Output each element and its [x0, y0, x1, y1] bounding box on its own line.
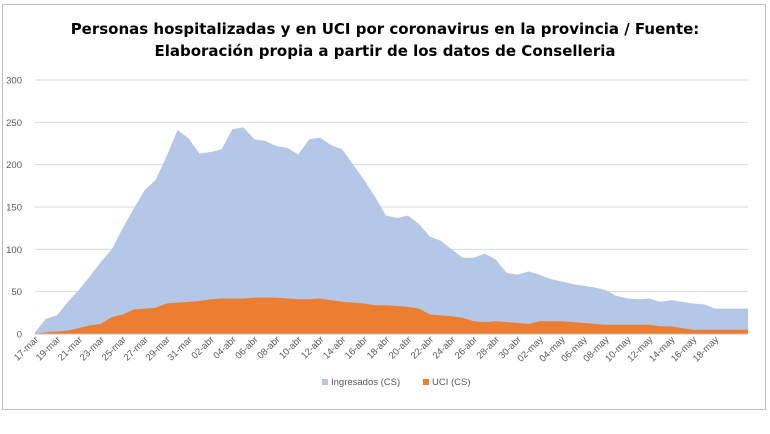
chart-title: Personas hospitalizadas y en UCI por cor… [0, 18, 770, 62]
x-tick-label: 26-abr [453, 334, 480, 361]
x-tick-label: 22-abr [409, 334, 436, 361]
y-tick-label: 100 [6, 245, 22, 256]
x-tick-label: 10-abr [277, 334, 304, 361]
x-tick-label: 06-abr [233, 334, 260, 361]
x-tick-label: 16-abr [343, 334, 370, 361]
y-tick-label: 0 [17, 330, 22, 341]
x-tick-label: 28-abr [475, 334, 502, 361]
x-tick-label: 04-abr [211, 334, 238, 361]
legend-label: Ingresados (CS) [331, 377, 400, 388]
y-tick-label: 200 [6, 160, 22, 171]
series-areas [35, 127, 748, 334]
y-tick-label: 250 [6, 118, 22, 129]
series-area-uci [35, 297, 748, 334]
chart-title-line-1: Personas hospitalizadas y en UCI por cor… [70, 20, 700, 38]
x-tick-label: 02-abr [189, 334, 216, 361]
y-axis-ticks: 0 50 100 150 200 250 300 [6, 76, 22, 341]
x-tick-label: 18-abr [365, 334, 392, 361]
y-tick-label: 50 [11, 287, 22, 298]
y-tick-label: 300 [6, 76, 22, 87]
y-tick-label: 150 [6, 203, 22, 214]
x-axis-ticks: 17-mar19-mar21-mar23-mar25-mar27-mar29-m… [12, 334, 721, 364]
legend-swatch [423, 379, 429, 385]
chart-title-line-2: Elaboración propia a partir de los datos… [154, 42, 616, 60]
x-tick-label: 12-abr [299, 334, 326, 361]
x-tick-label: 08-abr [255, 334, 282, 361]
x-tick-label: 14-abr [321, 334, 348, 361]
legend-swatch [322, 379, 328, 385]
legend: Ingresados (CS) UCI (CS) [322, 377, 471, 388]
legend-label: UCI (CS) [432, 377, 471, 388]
x-tick-label: 31-mar [166, 334, 195, 363]
x-tick-label: 20-abr [387, 334, 414, 361]
series-area-ingresados [35, 127, 748, 334]
x-tick-label: 24-abr [431, 334, 458, 361]
